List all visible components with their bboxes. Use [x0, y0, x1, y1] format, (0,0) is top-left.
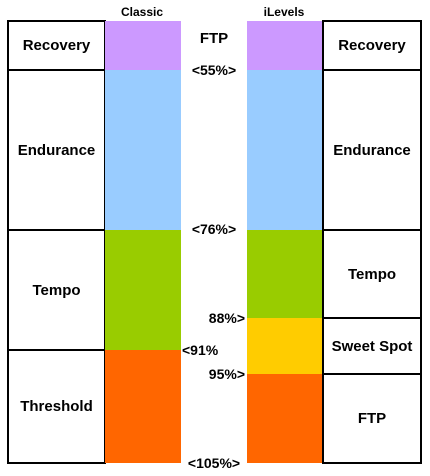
- ilevels-zone-tempo: Tempo: [322, 229, 422, 319]
- classic-zone-tempo-label: Tempo: [32, 281, 81, 299]
- classic-zone-threshold-label: Threshold: [20, 398, 93, 415]
- classic-zone-recovery: Recovery: [7, 20, 106, 71]
- ilevels-bar-sweet-spot: [247, 318, 323, 374]
- ilevels-bar-ftp: [247, 374, 323, 463]
- classic-zone-tempo: Tempo: [7, 229, 106, 351]
- boundary-label-105: <105%>: [187, 455, 241, 471]
- ilevels-title: iLevels: [263, 5, 305, 19]
- ilevels-zone-sweet-spot-label: Sweet Spot: [331, 337, 413, 355]
- ilevels-zone-endurance-label: Endurance: [333, 141, 411, 159]
- ilevels-zone-recovery-label: Recovery: [338, 37, 406, 54]
- center-ftp-label: FTP: [199, 30, 229, 47]
- classic-bar-threshold: [105, 350, 181, 463]
- classic-zone-endurance-label: Endurance: [17, 141, 96, 159]
- classic-bar-recovery: [105, 21, 181, 70]
- boundary-label-88: 88%>: [208, 310, 245, 326]
- ilevels-zone-recovery: Recovery: [322, 20, 422, 71]
- boundary-label-95: 95%>: [208, 366, 245, 382]
- ilevels-bar-tempo: [247, 230, 323, 318]
- boundary-label-91: <91%: [182, 342, 219, 358]
- boundary-label-76: <76%>: [191, 221, 237, 237]
- ilevels-zone-ftp: FTP: [322, 373, 422, 464]
- classic-bar-tempo: [105, 230, 181, 350]
- ilevels-zone-ftp-label: FTP: [357, 410, 387, 427]
- classic-zone-endurance: Endurance: [7, 69, 106, 231]
- boundary-label-55: <55%>: [191, 62, 237, 78]
- classic-zone-recovery-label: Recovery: [22, 37, 91, 54]
- classic-title: Classic: [120, 5, 164, 19]
- ilevels-zone-endurance: Endurance: [322, 69, 422, 231]
- ilevels-bar-recovery: [247, 21, 323, 70]
- ilevels-bar-endurance: [247, 70, 323, 230]
- classic-bar-endurance: [105, 70, 181, 230]
- ilevels-zone-tempo-label: Tempo: [347, 265, 397, 283]
- ilevels-zone-sweet-spot: Sweet Spot: [322, 317, 422, 375]
- classic-zone-threshold: Threshold: [7, 349, 106, 464]
